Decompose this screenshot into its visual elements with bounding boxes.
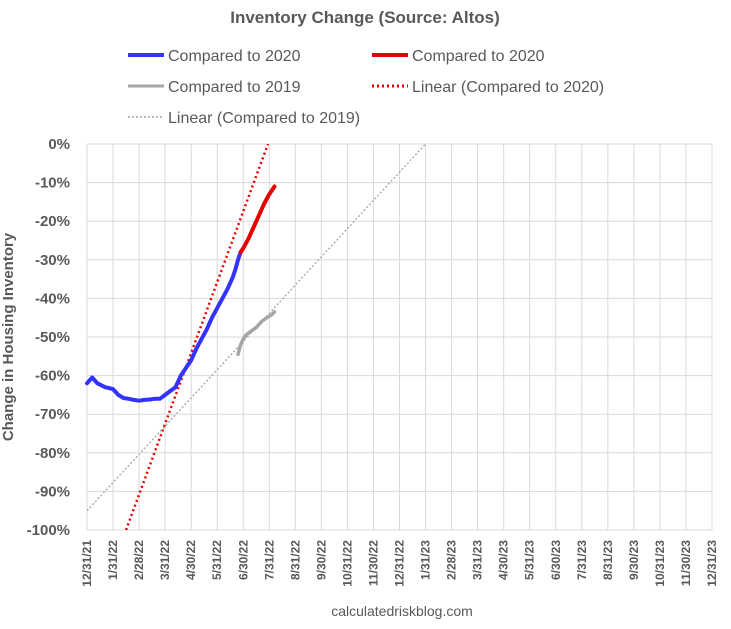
x-tick-label: 2/28/22 xyxy=(132,540,146,580)
y-tick-label: -100% xyxy=(27,522,70,539)
y-tick-label: -90% xyxy=(35,483,70,500)
x-axis-ticks: 12/31/21 1/31/22 2/28/22 3/31/22 4/30/22 5/31… xyxy=(80,540,719,587)
legend: Compared to 2020 Compared to 2020 Compar… xyxy=(128,48,604,127)
x-tick-label: 9/30/22 xyxy=(314,540,328,580)
x-tick-label: 8/31/23 xyxy=(601,540,615,580)
y-tick-label: -70% xyxy=(35,406,70,423)
x-tick-label: 11/30/23 xyxy=(679,540,693,586)
x-tick-label: 1/31/22 xyxy=(106,540,120,580)
y-tick-label: -40% xyxy=(35,290,70,307)
y-tick-label: -10% xyxy=(35,175,70,192)
series-line-2020-red xyxy=(238,184,277,255)
x-tick-label: 3/31/22 xyxy=(158,540,172,580)
x-tick-label: 5/31/22 xyxy=(210,540,224,580)
series-line-2019-gray xyxy=(236,310,277,357)
chart-title: Inventory Change (Source: Altos) xyxy=(230,8,500,27)
plot-grid xyxy=(86,143,713,531)
x-tick-label: 7/31/22 xyxy=(262,540,276,580)
y-tick-label: 0% xyxy=(48,136,70,153)
trendline-2020 xyxy=(124,144,270,530)
y-tick-label: -80% xyxy=(35,445,70,462)
x-tick-label: 9/30/23 xyxy=(627,540,641,580)
x-tick-label: 10/31/23 xyxy=(653,540,667,587)
y-tick-label: -50% xyxy=(35,329,70,346)
x-tick-label: 6/30/22 xyxy=(236,540,250,580)
legend-label-gray: Compared to 2019 xyxy=(168,79,301,96)
x-tick-label: 4/30/22 xyxy=(184,540,198,580)
legend-label-red: Compared to 2020 xyxy=(412,48,545,65)
x-tick-label: 10/31/22 xyxy=(340,540,354,587)
x-tick-label: 5/31/23 xyxy=(523,540,537,580)
x-tick-label: 12/31/22 xyxy=(393,540,407,587)
x-tick-label: 1/31/23 xyxy=(419,540,433,580)
x-tick-label: 2/28/23 xyxy=(445,540,459,580)
y-tick-label: -60% xyxy=(35,368,70,385)
x-tick-label: 4/30/23 xyxy=(497,540,511,580)
y-tick-label: -20% xyxy=(35,213,70,230)
x-tick-label: 11/30/22 xyxy=(366,540,380,586)
x-tick-label: 7/31/23 xyxy=(575,540,589,580)
y-axis-title: Change in Housing Inventory xyxy=(0,232,17,441)
legend-label-red-trend: Linear (Compared to 2020) xyxy=(412,79,604,96)
y-axis-ticks: 0% -10% -20% -30% -40% -50% -60% -70% -80% -90% -1… xyxy=(27,136,70,539)
legend-label-blue: Compared to 2020 xyxy=(168,48,301,65)
x-tick-label: 3/31/23 xyxy=(471,540,485,580)
x-tick-label: 6/30/23 xyxy=(549,540,563,580)
source-footer: calculatedriskblog.com xyxy=(331,603,473,619)
x-tick-label: 8/31/22 xyxy=(288,540,302,580)
series-lines xyxy=(85,184,277,403)
x-tick-label: 12/31/23 xyxy=(705,540,719,587)
legend-label-gray-trend: Linear (Compared to 2019) xyxy=(168,110,360,127)
x-tick-label: 12/31/21 xyxy=(80,540,94,587)
y-tick-label: -30% xyxy=(35,252,70,269)
series-line-2020-blue xyxy=(85,250,243,403)
